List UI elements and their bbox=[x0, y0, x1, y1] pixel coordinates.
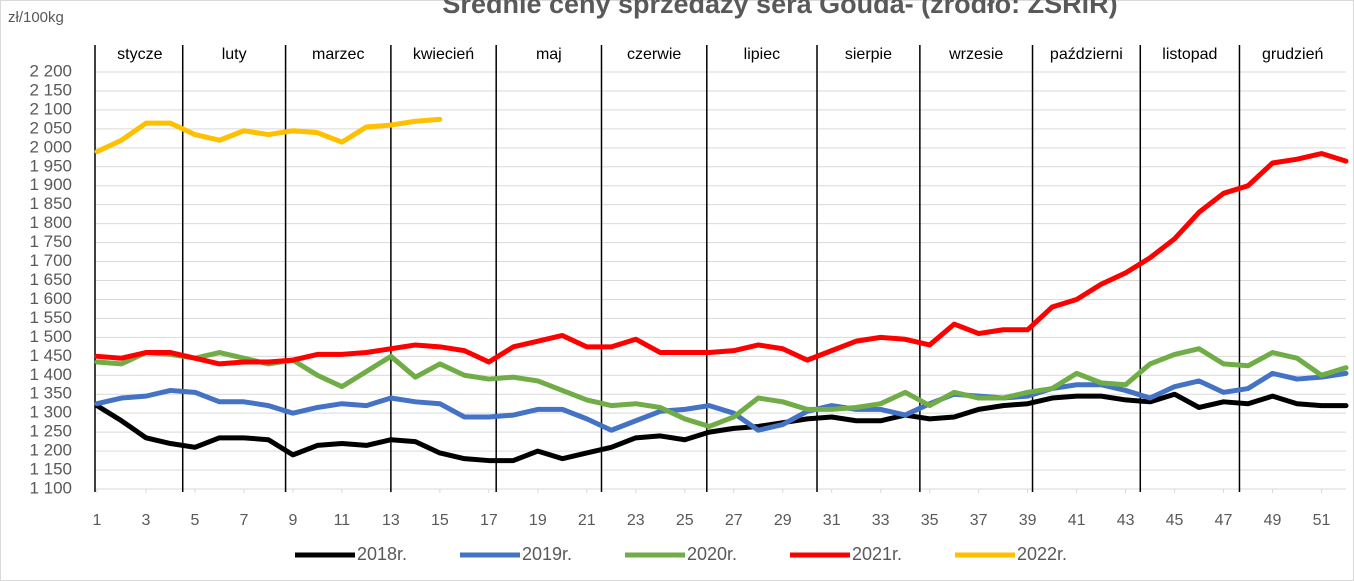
x-tick-label: 37 bbox=[970, 512, 988, 529]
month-label: listopad bbox=[1162, 46, 1217, 63]
x-tick-label: 23 bbox=[627, 512, 645, 529]
x-tick-label: 51 bbox=[1313, 512, 1331, 529]
x-tick-label: 43 bbox=[1117, 512, 1135, 529]
x-tick-label: 41 bbox=[1068, 512, 1086, 529]
y-tick-label: 1 650 bbox=[29, 270, 72, 289]
month-label: luty bbox=[222, 46, 247, 63]
x-tick-label: 9 bbox=[288, 512, 297, 529]
y-tick-label: 1 700 bbox=[29, 251, 72, 270]
series-line bbox=[94, 370, 1349, 433]
legend-label: 2018r. bbox=[357, 544, 407, 564]
month-label: październi bbox=[1050, 46, 1123, 63]
y-tick-label: 1 800 bbox=[29, 213, 72, 232]
month-label: wrzesie bbox=[948, 46, 1003, 63]
y-tick-label: 1 900 bbox=[29, 175, 72, 194]
month-label: stycze bbox=[117, 46, 162, 63]
series-line bbox=[94, 346, 1349, 429]
x-tick-label: 1 bbox=[93, 512, 102, 529]
y-tick-label: 1 500 bbox=[29, 327, 72, 346]
x-tick-label: 17 bbox=[480, 512, 498, 529]
month-label: kwiecień bbox=[413, 46, 474, 63]
x-tick-label: 29 bbox=[774, 512, 792, 529]
chart-title: Średnie ceny sprzedaży sera Gouda- (źród… bbox=[442, 0, 1117, 19]
x-tick-label: 45 bbox=[1166, 512, 1184, 529]
month-label: grudzień bbox=[1262, 46, 1323, 63]
x-tick-label: 13 bbox=[382, 512, 400, 529]
x-tick-label: 19 bbox=[529, 512, 547, 529]
y-tick-label: 2 100 bbox=[29, 99, 72, 118]
series-line bbox=[94, 391, 1349, 464]
x-tick-label: 25 bbox=[676, 512, 694, 529]
x-tick-label: 5 bbox=[191, 512, 200, 529]
y-tick-label: 1 350 bbox=[29, 384, 72, 403]
legend-label: 2022r. bbox=[1017, 544, 1067, 564]
series-line bbox=[94, 116, 443, 155]
x-tick-label: 49 bbox=[1264, 512, 1282, 529]
month-label: maj bbox=[536, 46, 562, 63]
legend-label: 2020r. bbox=[687, 544, 737, 564]
month-label: lipiec bbox=[744, 46, 780, 63]
y-tick-label: 2 050 bbox=[29, 118, 72, 137]
month-label: marzec bbox=[312, 46, 364, 63]
x-tick-label: 15 bbox=[431, 512, 449, 529]
y-tick-label: 1 250 bbox=[29, 422, 72, 441]
x-tick-label: 11 bbox=[334, 512, 351, 529]
y-tick-label: 1 550 bbox=[29, 308, 72, 327]
y-tick-label: 1 200 bbox=[29, 441, 72, 460]
month-label: czerwie bbox=[627, 46, 681, 63]
series-line bbox=[94, 151, 1349, 367]
y-tick-label: 1 850 bbox=[29, 194, 72, 213]
x-tick-label: 39 bbox=[1019, 512, 1037, 529]
y-tick-label: 1 950 bbox=[29, 156, 72, 175]
y-tick-label: 2 150 bbox=[29, 80, 72, 99]
y-tick-label: 1 450 bbox=[29, 346, 72, 365]
y-tick-label: 1 100 bbox=[29, 478, 72, 497]
y-tick-label: 1 750 bbox=[29, 232, 72, 251]
y-tick-label: 2 200 bbox=[29, 61, 72, 80]
y-axis-label: zł/100kg bbox=[8, 9, 64, 26]
x-tick-label: 31 bbox=[823, 512, 841, 529]
y-tick-label: 2 000 bbox=[29, 137, 72, 156]
y-tick-label: 1 400 bbox=[29, 365, 72, 384]
legend-label: 2021r. bbox=[852, 544, 902, 564]
x-tick-label: 47 bbox=[1215, 512, 1233, 529]
x-tick-label: 27 bbox=[725, 512, 743, 529]
legend-label: 2019r. bbox=[522, 544, 572, 564]
y-tick-label: 1 600 bbox=[29, 289, 72, 308]
x-tick-label: 7 bbox=[239, 512, 248, 529]
y-tick-label: 1 300 bbox=[29, 403, 72, 422]
y-tick-label: 1 150 bbox=[29, 460, 72, 479]
x-tick-label: 33 bbox=[872, 512, 890, 529]
x-tick-label: 21 bbox=[578, 512, 596, 529]
x-tick-label: 3 bbox=[142, 512, 151, 529]
month-label: sierpie bbox=[845, 46, 892, 63]
x-tick-label: 35 bbox=[921, 512, 939, 529]
